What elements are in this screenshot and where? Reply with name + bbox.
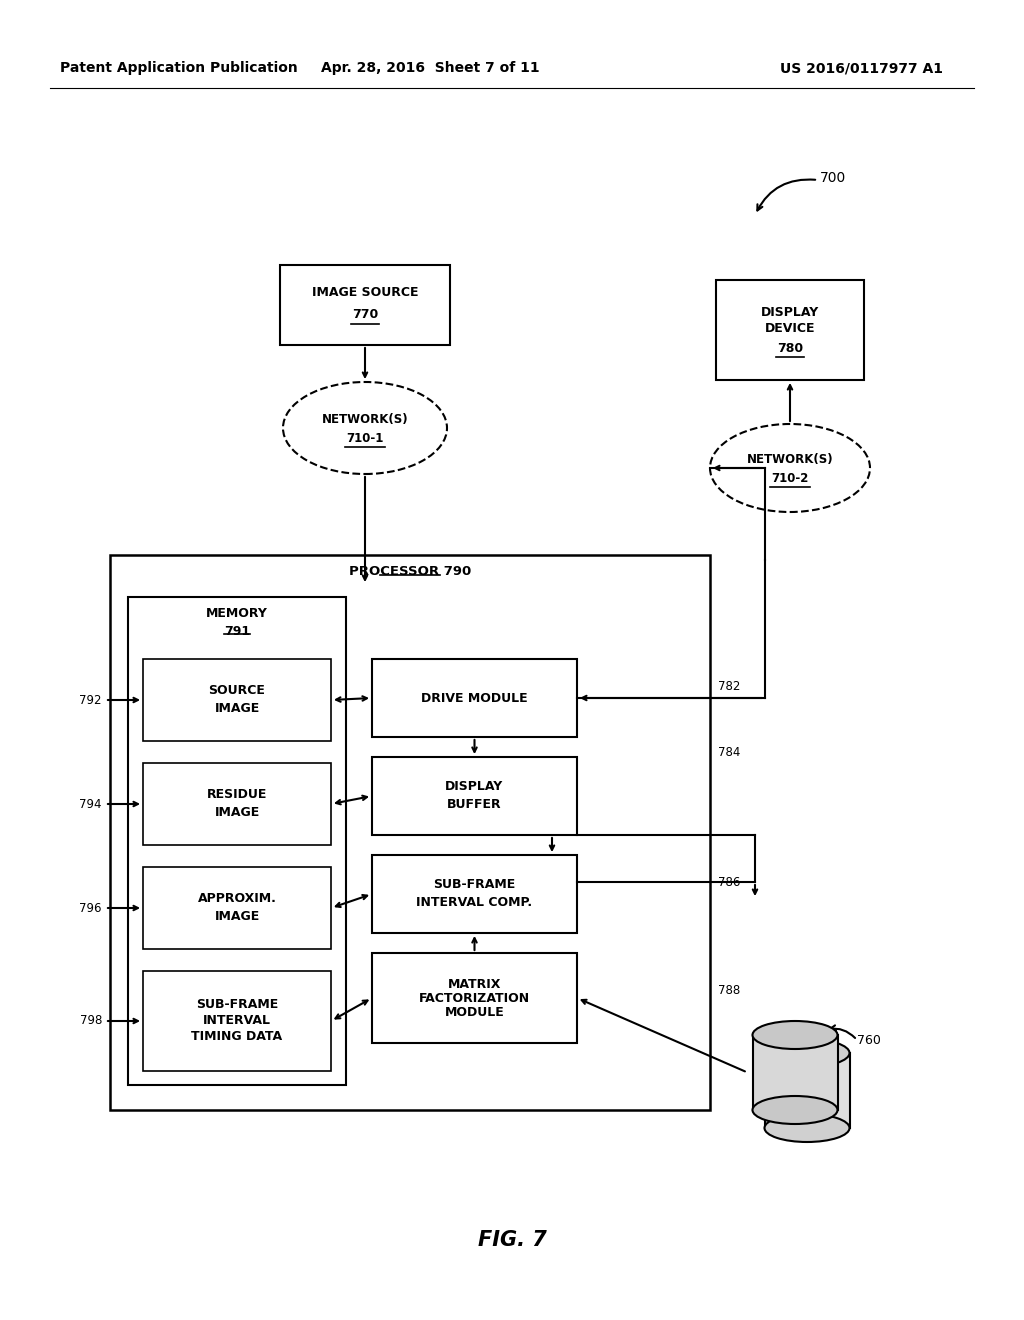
- Bar: [372, 953, 577, 1043]
- Text: IMAGE: IMAGE: [214, 702, 260, 715]
- Text: INTERVAL COMP.: INTERVAL COMP.: [417, 896, 532, 909]
- Text: SOURCE: SOURCE: [209, 685, 265, 697]
- Bar: [128, 597, 346, 1085]
- Bar: [143, 763, 331, 845]
- Ellipse shape: [753, 1020, 838, 1049]
- Text: 796: 796: [80, 902, 102, 915]
- Bar: [372, 659, 577, 737]
- Text: PROCESSOR 790: PROCESSOR 790: [349, 565, 471, 578]
- Ellipse shape: [753, 1096, 838, 1125]
- Text: MODULE: MODULE: [444, 1006, 505, 1019]
- Text: IMAGE: IMAGE: [214, 911, 260, 924]
- Text: Patent Application Publication: Patent Application Publication: [60, 61, 298, 75]
- Text: NETWORK(S): NETWORK(S): [746, 453, 834, 466]
- Text: 798: 798: [80, 1015, 102, 1027]
- Text: FIG. 7: FIG. 7: [477, 1230, 547, 1250]
- Text: SUB-FRAME: SUB-FRAME: [196, 998, 279, 1011]
- Bar: [143, 972, 331, 1071]
- Text: 792: 792: [80, 693, 102, 706]
- Text: 710-2: 710-2: [771, 471, 809, 484]
- Ellipse shape: [283, 381, 447, 474]
- Text: IMAGE SOURCE: IMAGE SOURCE: [311, 286, 418, 300]
- Text: DISPLAY: DISPLAY: [445, 780, 504, 793]
- Bar: [753, 1035, 838, 1110]
- Text: 710-1: 710-1: [346, 432, 384, 445]
- Text: SUB-FRAME: SUB-FRAME: [433, 879, 516, 891]
- Text: 786: 786: [718, 875, 740, 888]
- Bar: [372, 756, 577, 836]
- Text: BUFFER: BUFFER: [447, 799, 502, 812]
- Text: MEMORY: MEMORY: [206, 607, 268, 620]
- Text: 784: 784: [718, 746, 740, 759]
- Text: MATRIX: MATRIX: [447, 978, 501, 990]
- Text: 791: 791: [224, 624, 250, 638]
- Text: FACTORIZATION: FACTORIZATION: [419, 991, 530, 1005]
- Bar: [143, 659, 331, 741]
- Ellipse shape: [710, 424, 870, 512]
- Text: 770: 770: [352, 309, 378, 322]
- Text: 794: 794: [80, 797, 102, 810]
- Bar: [716, 280, 864, 380]
- Text: IMAGE: IMAGE: [214, 807, 260, 820]
- Bar: [372, 855, 577, 933]
- Bar: [280, 265, 450, 345]
- Text: NETWORK(S): NETWORK(S): [322, 412, 409, 425]
- Text: APPROXIM.: APPROXIM.: [198, 892, 276, 906]
- Ellipse shape: [765, 1114, 850, 1142]
- Text: US 2016/0117977 A1: US 2016/0117977 A1: [780, 61, 943, 75]
- Text: DEVICE: DEVICE: [765, 322, 815, 334]
- Text: DISPLAY: DISPLAY: [761, 305, 819, 318]
- Bar: [765, 1053, 850, 1129]
- Text: INTERVAL: INTERVAL: [203, 1014, 271, 1027]
- Bar: [143, 867, 331, 949]
- Text: 782: 782: [718, 680, 740, 693]
- Text: DRIVE MODULE: DRIVE MODULE: [421, 692, 527, 705]
- Text: 788: 788: [718, 983, 740, 997]
- Text: 700: 700: [820, 172, 846, 185]
- Text: 760: 760: [857, 1034, 881, 1047]
- Text: 780: 780: [777, 342, 803, 355]
- Text: Apr. 28, 2016  Sheet 7 of 11: Apr. 28, 2016 Sheet 7 of 11: [321, 61, 540, 75]
- Text: TIMING DATA: TIMING DATA: [191, 1030, 283, 1043]
- Bar: [110, 554, 710, 1110]
- Ellipse shape: [765, 1039, 850, 1067]
- Text: RESIDUE: RESIDUE: [207, 788, 267, 801]
